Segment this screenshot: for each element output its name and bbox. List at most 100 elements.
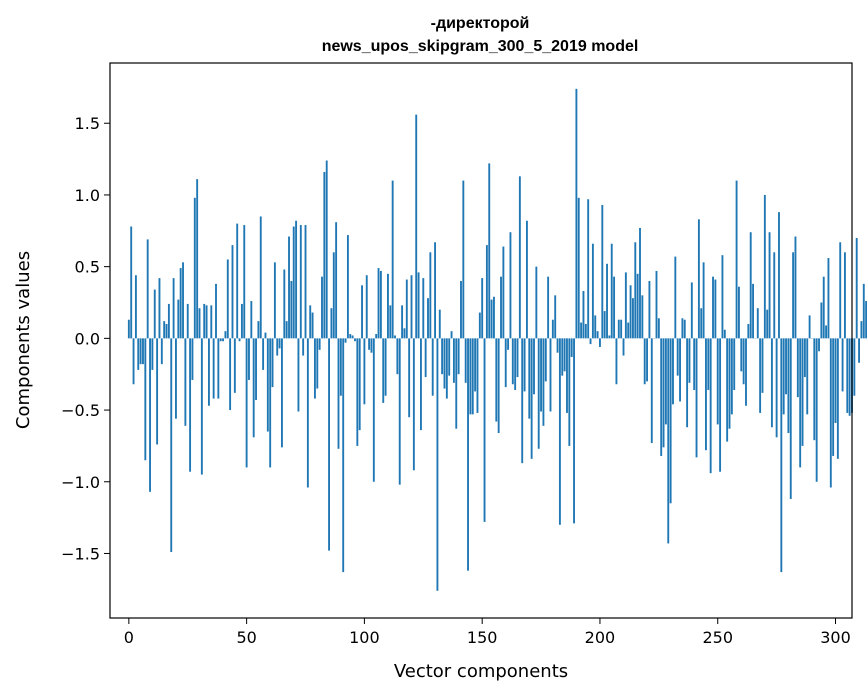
bar <box>521 338 524 464</box>
bar <box>163 321 166 339</box>
bar <box>457 338 460 375</box>
bar <box>276 338 279 356</box>
bar <box>667 338 670 544</box>
bar <box>613 276 616 339</box>
bar <box>130 226 133 339</box>
bar <box>485 245 488 339</box>
bar <box>332 252 335 339</box>
bar <box>321 276 323 339</box>
x-tick-label: 200 <box>585 628 616 647</box>
bar <box>384 338 387 396</box>
bar <box>226 259 229 339</box>
bar <box>679 338 681 402</box>
bar <box>306 338 309 488</box>
bar <box>408 338 411 418</box>
chart-title: -директорой <box>431 15 530 32</box>
bar <box>785 338 787 395</box>
y-tick-label: −1.5 <box>61 544 100 563</box>
bar <box>719 338 722 472</box>
bar <box>582 291 585 339</box>
bar <box>483 338 486 522</box>
bar <box>568 338 571 446</box>
bar <box>325 160 328 339</box>
bar <box>297 338 300 412</box>
bar <box>535 266 538 339</box>
bar <box>377 268 380 339</box>
bar <box>210 305 213 339</box>
x-tick-label: 0 <box>124 628 134 647</box>
bar <box>316 338 319 389</box>
bar <box>580 322 583 339</box>
bar <box>323 171 326 339</box>
bar <box>836 338 839 459</box>
bar <box>523 338 526 392</box>
bar <box>514 338 517 390</box>
bar <box>240 303 243 339</box>
bar <box>490 299 493 339</box>
bar <box>596 331 599 339</box>
bar <box>500 276 502 339</box>
x-tick-label: 300 <box>820 628 851 647</box>
bar <box>657 318 660 339</box>
bar <box>599 338 601 347</box>
bar <box>264 332 267 339</box>
bar <box>405 279 408 339</box>
bar <box>448 338 451 376</box>
bar <box>620 319 623 339</box>
bar <box>832 338 835 456</box>
bar <box>662 338 665 448</box>
bar <box>813 338 816 441</box>
bar <box>742 338 745 385</box>
bar <box>387 273 389 339</box>
bar <box>205 305 208 339</box>
y-tick-label: 0.5 <box>75 258 100 277</box>
bar <box>200 338 203 475</box>
bar <box>563 338 566 372</box>
bar <box>733 338 736 390</box>
bar <box>650 338 653 444</box>
x-axis-label: Vector components <box>394 661 568 682</box>
bar <box>330 308 333 339</box>
bar <box>608 335 611 339</box>
bar <box>403 328 406 339</box>
bar <box>375 334 378 339</box>
bar <box>759 338 762 413</box>
bar <box>841 338 844 392</box>
bar <box>436 338 439 591</box>
bar <box>726 338 729 442</box>
bar <box>283 269 286 339</box>
bar <box>431 338 434 396</box>
bar <box>530 338 533 459</box>
bar <box>233 338 236 393</box>
bar <box>570 338 573 357</box>
bar <box>669 338 672 504</box>
x-tick-label: 250 <box>702 628 733 647</box>
bar <box>551 319 554 339</box>
bar <box>558 338 561 525</box>
bar <box>175 338 177 419</box>
bar <box>728 338 731 429</box>
bar <box>328 338 330 551</box>
bar <box>224 331 227 339</box>
bar <box>860 321 863 339</box>
bar <box>356 338 359 446</box>
x-tick-label: 150 <box>467 628 498 647</box>
bar <box>561 338 564 376</box>
bar <box>429 252 432 339</box>
bar <box>766 309 769 339</box>
bar <box>575 88 578 339</box>
y-tick-label: 1.5 <box>75 114 100 133</box>
bar <box>723 329 726 339</box>
y-tick-label: −0.5 <box>61 401 100 420</box>
bar <box>389 305 392 339</box>
bar <box>455 338 458 429</box>
bar <box>398 338 401 485</box>
bar <box>361 285 363 339</box>
bar <box>714 279 717 339</box>
bar <box>549 338 552 412</box>
bar <box>236 223 239 339</box>
bar <box>217 338 220 399</box>
bar <box>450 331 453 339</box>
bar <box>156 338 159 445</box>
bar <box>203 303 206 339</box>
